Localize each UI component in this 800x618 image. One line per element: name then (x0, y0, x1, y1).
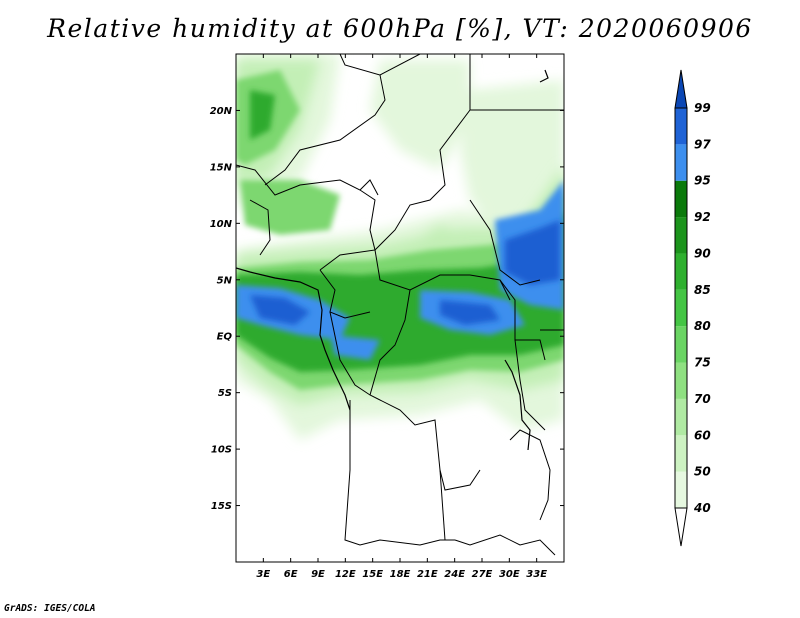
x-tick-label: 18E (390, 569, 411, 580)
country-borders (236, 54, 564, 556)
colorbar-label: 75 (694, 356, 711, 370)
colorbar-top-triangle (674, 69, 688, 109)
coastline (236, 69, 549, 451)
grads-credit: GrADS: IGES/COLA (4, 603, 96, 614)
colorbar-label: 70 (694, 392, 711, 406)
x-tick-label: 12E (335, 569, 356, 580)
colorbar-label: 92 (694, 210, 711, 224)
colorbar-swatch (675, 435, 687, 472)
y-tick-label: 5S (218, 388, 232, 399)
x-tick-label: 6E (284, 569, 298, 580)
map-title: Relative humidity at 600hPa [%], VT: 202… (47, 14, 753, 43)
colorbar-label: 95 (694, 174, 711, 188)
colorbar-label: 80 (694, 319, 711, 333)
colorbar-swatch (675, 362, 687, 399)
colorbar-label: 85 (694, 283, 711, 297)
y-tick-label: 15N (210, 162, 233, 173)
colorbar-frame (674, 107, 688, 509)
humidity-above-99-layer (250, 220, 560, 325)
colorbar-label: 99 (694, 101, 711, 115)
latitude-ticks: 20N 15N 10N 5N EQ 5S 10S 15S (210, 106, 564, 512)
x-tick-label: 3E (256, 569, 270, 580)
humidity-field (236, 54, 564, 440)
longitude-ticks: 3E 6E 9E 12E 15E 18E 21E 24E 27E 30E 33E (256, 54, 547, 580)
y-tick-label: EQ (217, 332, 233, 343)
x-tick-label: 21E (417, 569, 438, 580)
colorbar-swatch (675, 180, 687, 218)
colorbar-swatch (675, 108, 687, 145)
colorbar-swatch (675, 471, 687, 508)
colorbar-swatch (675, 144, 687, 181)
colorbar-label: 50 (694, 465, 711, 479)
colorbar-swatch (675, 326, 687, 363)
colorbar-swatch (675, 398, 687, 436)
y-tick-label: 10S (211, 445, 232, 456)
x-tick-label: 33E (526, 569, 547, 580)
colorbar-label: 90 (694, 246, 711, 260)
colorbar: 40 50 60 70 75 80 85 90 92 95 97 99 (674, 69, 711, 547)
colorbar-label: 60 (694, 428, 711, 442)
x-tick-label: 9E (311, 569, 325, 580)
x-tick-label: 27E (472, 569, 493, 580)
x-tick-label: 24E (444, 569, 465, 580)
colorbar-swatch (675, 289, 687, 327)
x-tick-label: 15E (362, 569, 383, 580)
colorbar-swatch (675, 253, 687, 290)
y-tick-label: 5N (217, 275, 233, 286)
x-tick-label: 30E (499, 569, 520, 580)
colorbar-swatch (675, 217, 687, 254)
colorbar-labels: 40 50 60 70 75 80 85 90 92 95 97 99 (693, 101, 711, 515)
y-tick-label: 15S (211, 501, 232, 512)
colorbar-swatches (674, 69, 688, 547)
colorbar-label: 40 (693, 501, 711, 515)
colorbar-bottom-triangle (674, 507, 688, 547)
colorbar-label: 97 (694, 137, 711, 151)
y-tick-label: 10N (210, 219, 233, 230)
y-tick-label: 20N (210, 106, 233, 117)
map-panel: 3E 6E 9E 12E 15E 18E 21E 24E 27E 30E 33E 20N 15N 10N… (210, 53, 565, 580)
